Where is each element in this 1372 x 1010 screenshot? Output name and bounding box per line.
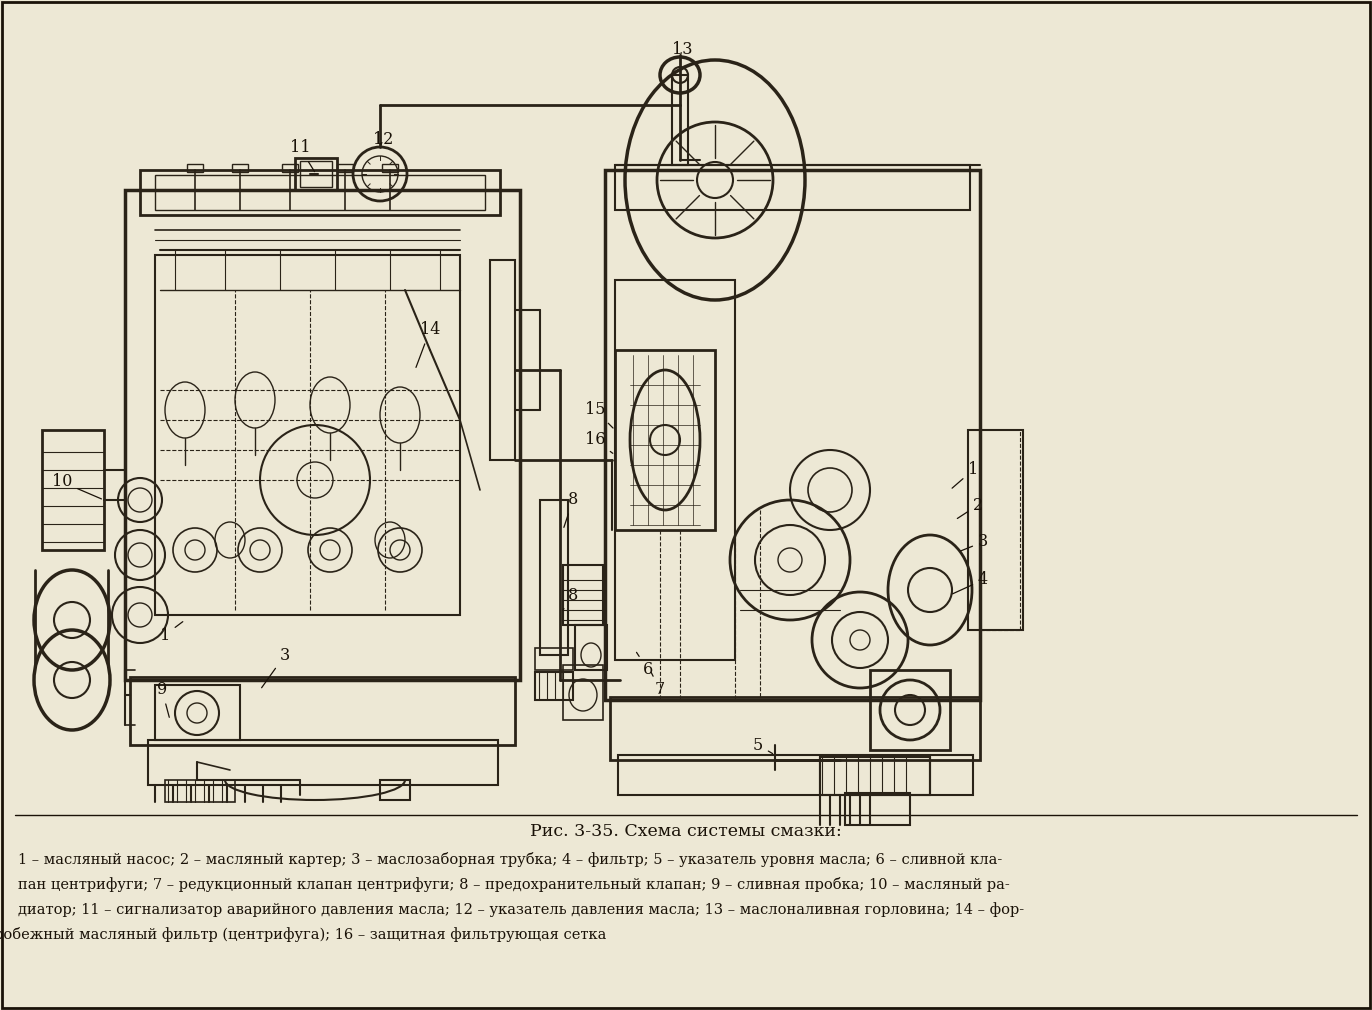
Bar [165,780,235,802]
Text: 4: 4 [952,572,988,594]
Bar [295,158,338,190]
Bar [381,164,398,172]
Bar [125,190,520,680]
Bar [155,685,240,740]
Bar [611,697,980,760]
Bar [541,500,568,655]
Text: 1: 1 [161,622,182,643]
Text: 2: 2 [958,497,984,518]
Bar [148,740,498,785]
Bar [490,260,514,460]
Bar [187,164,203,172]
Bar [155,175,484,210]
Text: 10: 10 [52,474,102,499]
Bar [283,164,298,172]
Bar [870,670,949,750]
Bar [605,170,980,700]
Bar [232,164,248,172]
Bar [300,161,332,187]
Text: 15: 15 [584,402,613,428]
Text: 5: 5 [753,736,772,753]
Text: диатор; 11 – сигнализатор аварийного давления масла; 12 – указатель давления мас: диатор; 11 – сигнализатор аварийного дав… [18,902,1024,917]
Bar [615,280,735,660]
Bar [43,430,104,550]
Bar [380,780,410,800]
Text: 1 – масляный насос; 2 – масляный картер; 3 – маслозаборная трубка; 4 – фильтр; 5: 1 – масляный насос; 2 – масляный картер;… [18,852,1003,867]
Text: 3: 3 [960,533,988,551]
Bar [969,430,1024,630]
Text: 11: 11 [289,139,314,172]
Bar [535,648,573,670]
Text: Рис. 3-35. Схема системы смазки:: Рис. 3-35. Схема системы смазки: [530,823,842,840]
Text: 7: 7 [652,673,665,699]
Bar [820,758,930,795]
Bar [617,755,973,795]
Text: 9: 9 [156,682,169,717]
Bar [155,255,460,615]
Text: пан центрифуги; 7 – редукционный клапан центрифуги; 8 – предохранительный клапан: пан центрифуги; 7 – редукционный клапан … [18,877,1010,892]
Bar [672,75,687,165]
Text: 3: 3 [262,646,289,688]
Text: 12: 12 [373,131,394,148]
Text: 14: 14 [416,321,440,368]
Text: 8: 8 [563,587,578,610]
Text: 16: 16 [584,431,613,453]
Bar [140,170,499,215]
Text: сунки охлаждения поршней; 15 – центробежный масляный фильтр (центрифуга); 16 – з: сунки охлаждения поршней; 15 – центробеж… [0,927,606,942]
Bar [563,565,604,625]
Text: 8: 8 [564,492,578,527]
Bar [615,350,715,530]
Text: 1: 1 [952,462,978,488]
Bar [845,793,910,825]
Bar [563,665,604,720]
Text: 13: 13 [672,41,693,59]
Bar [615,165,970,210]
Text: 6: 6 [637,652,653,679]
Bar [130,677,514,745]
Bar [535,672,573,700]
Bar [575,625,606,670]
Bar [338,164,353,172]
